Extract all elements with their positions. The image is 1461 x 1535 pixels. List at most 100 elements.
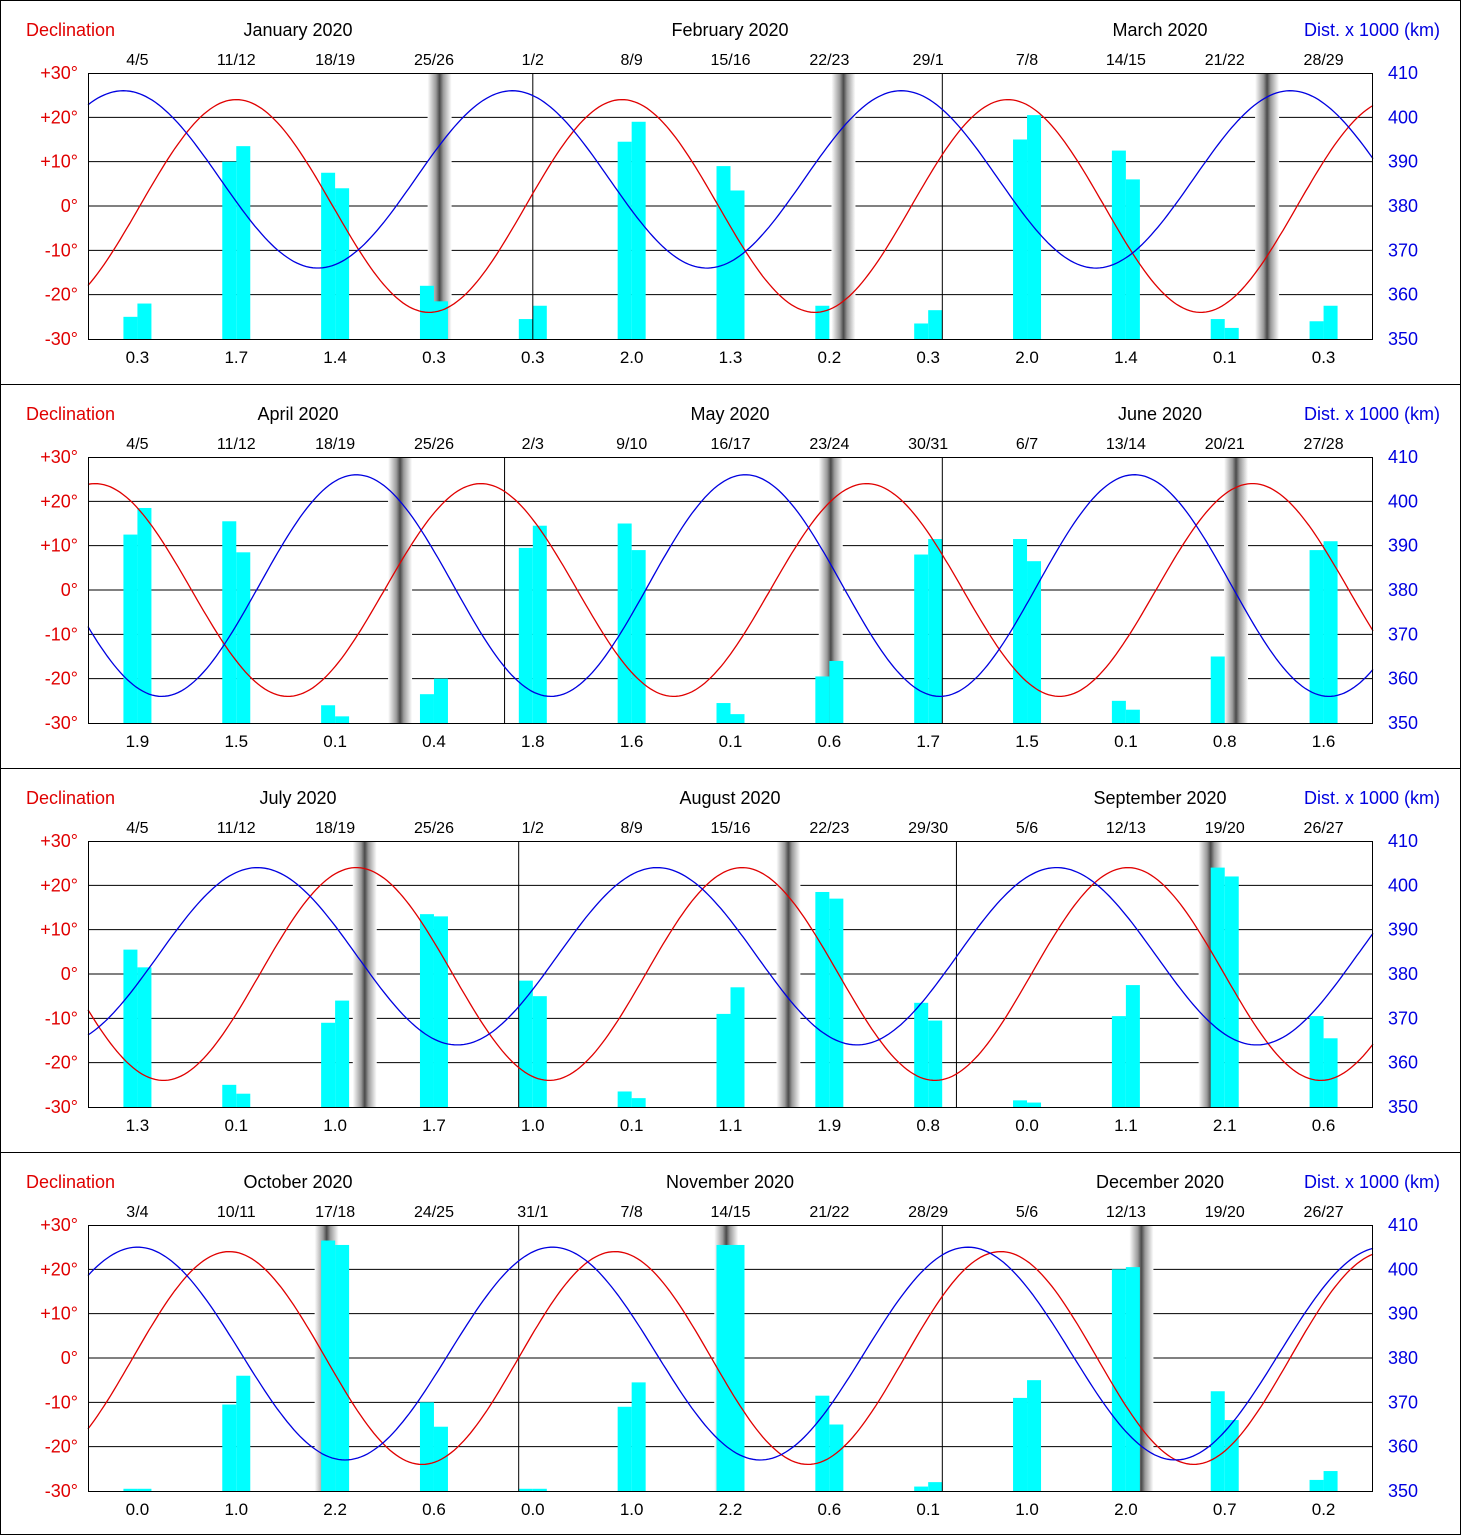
- tide-coefficient-label: 0.0: [521, 1500, 545, 1519]
- ytick-right: 370: [1388, 240, 1418, 260]
- tide-coefficient-label: 0.0: [126, 1500, 150, 1519]
- declination-curve: [87, 1250, 1374, 1466]
- date-label: 26/27: [1304, 820, 1344, 837]
- tide-bar: [617, 1406, 632, 1491]
- new-moon-shadow: [352, 841, 377, 1107]
- ytick-right: 400: [1388, 875, 1418, 895]
- ytick-right: 410: [1388, 63, 1418, 83]
- tide-bar: [532, 305, 547, 339]
- tide-coefficient-label: 0.1: [1114, 732, 1138, 751]
- tide-bar: [222, 521, 237, 723]
- distance-legend-label: Dist. x 1000 (km): [1304, 1172, 1440, 1192]
- date-label: 18/19: [315, 820, 355, 837]
- new-moon-shadow: [1224, 457, 1249, 723]
- date-label: 25/26: [414, 436, 454, 453]
- tide-bar: [730, 714, 745, 723]
- date-label: 6/7: [1016, 436, 1038, 453]
- tide-coefficient-label: 0.8: [916, 1116, 940, 1135]
- date-label: 29/30: [908, 820, 948, 837]
- tide-bar: [236, 146, 251, 339]
- ytick-right: 410: [1388, 447, 1418, 467]
- tide-coefficient-label: 0.1: [224, 1116, 248, 1135]
- ytick-right: 410: [1388, 1215, 1418, 1235]
- tide-bar: [419, 694, 434, 723]
- date-label: 11/12: [217, 436, 256, 453]
- tide-bar: [433, 301, 448, 339]
- date-label: 9/10: [616, 436, 647, 453]
- tide-bar: [928, 1482, 943, 1491]
- tide-bar: [1224, 876, 1239, 1107]
- declination-legend-label: Declination: [26, 788, 115, 808]
- date-label: 22/23: [809, 52, 849, 69]
- ytick-right: 350: [1388, 1097, 1418, 1117]
- tide-bar: [321, 1022, 336, 1107]
- tide-bar: [815, 891, 830, 1107]
- tide-coefficient-label: 1.7: [224, 348, 248, 367]
- plot-frame: [88, 73, 1373, 340]
- tide-bar: [222, 161, 237, 339]
- date-label: 28/29: [908, 1204, 948, 1221]
- tide-bar: [928, 539, 943, 723]
- tide-coefficient-label: 0.6: [818, 732, 842, 751]
- tide-coefficient-label: 1.7: [916, 732, 940, 751]
- tide-bar: [829, 1424, 844, 1491]
- ytick-left: -20°: [45, 669, 78, 689]
- tide-coefficient-label: 0.0: [1015, 1116, 1039, 1135]
- month-title: November 2020: [666, 1172, 794, 1192]
- date-label: 28/29: [1304, 52, 1344, 69]
- tide-coefficient-label: 0.2: [1312, 1500, 1336, 1519]
- tide-bar: [433, 916, 448, 1107]
- tide-bar: [321, 172, 336, 339]
- ytick-left: -20°: [45, 1437, 78, 1457]
- date-label: 15/16: [710, 820, 750, 837]
- date-label: 27/28: [1304, 436, 1344, 453]
- tide-bar: [617, 523, 632, 723]
- ytick-left: -30°: [45, 1097, 78, 1117]
- tide-bar: [335, 716, 350, 723]
- distance-curve: [87, 90, 1374, 269]
- tide-bar: [631, 1382, 646, 1491]
- ytick-right: 360: [1388, 1053, 1418, 1073]
- distance-curve: [87, 866, 1374, 1046]
- tide-coefficient-label: 1.1: [1114, 1116, 1138, 1135]
- tide-coefficient-label: 1.0: [323, 1116, 347, 1135]
- date-label: 4/5: [126, 820, 148, 837]
- tide-bar: [631, 121, 646, 340]
- date-label: 14/15: [1106, 52, 1146, 69]
- ytick-left: 0°: [61, 580, 78, 600]
- ytick-left: +10°: [40, 152, 78, 172]
- ytick-right: 360: [1388, 1437, 1418, 1457]
- new-moon-shadow: [388, 457, 413, 723]
- tide-bar: [1125, 709, 1140, 723]
- date-label: 21/22: [809, 1204, 849, 1221]
- tide-bar: [1111, 700, 1126, 723]
- month-title: August 2020: [679, 788, 780, 808]
- tide-bar: [1111, 1016, 1126, 1107]
- ytick-left: 0°: [61, 964, 78, 984]
- ytick-left: -10°: [45, 1392, 78, 1412]
- ytick-left: -20°: [45, 1053, 78, 1073]
- tide-bar: [730, 1244, 745, 1491]
- ytick-left: -30°: [45, 1481, 78, 1501]
- tide-coefficient-label: 1.9: [818, 1116, 842, 1135]
- tide-coefficient-label: 0.1: [1213, 348, 1237, 367]
- declination-curve: [87, 482, 1374, 698]
- tide-bar: [1111, 1269, 1126, 1491]
- tide-bar: [433, 678, 448, 723]
- tide-coefficient-label: 1.0: [521, 1116, 545, 1135]
- ytick-left: -30°: [45, 713, 78, 733]
- tide-coefficient-label: 1.8: [521, 732, 545, 751]
- distance-curve: [87, 474, 1374, 698]
- tide-coefficient-label: 0.3: [916, 348, 940, 367]
- tide-bar: [730, 987, 745, 1107]
- new-moon-shadow: [831, 73, 856, 339]
- tide-coefficient-label: 1.1: [719, 1116, 743, 1135]
- date-label: 15/16: [710, 52, 750, 69]
- date-label: 1/2: [522, 52, 544, 69]
- date-label: 26/27: [1304, 1204, 1344, 1221]
- ytick-left: +20°: [40, 107, 78, 127]
- date-label: 13/14: [1106, 436, 1146, 453]
- month-title: July 2020: [259, 788, 336, 808]
- tide-coefficient-label: 0.2: [818, 348, 842, 367]
- date-label: 1/2: [522, 820, 544, 837]
